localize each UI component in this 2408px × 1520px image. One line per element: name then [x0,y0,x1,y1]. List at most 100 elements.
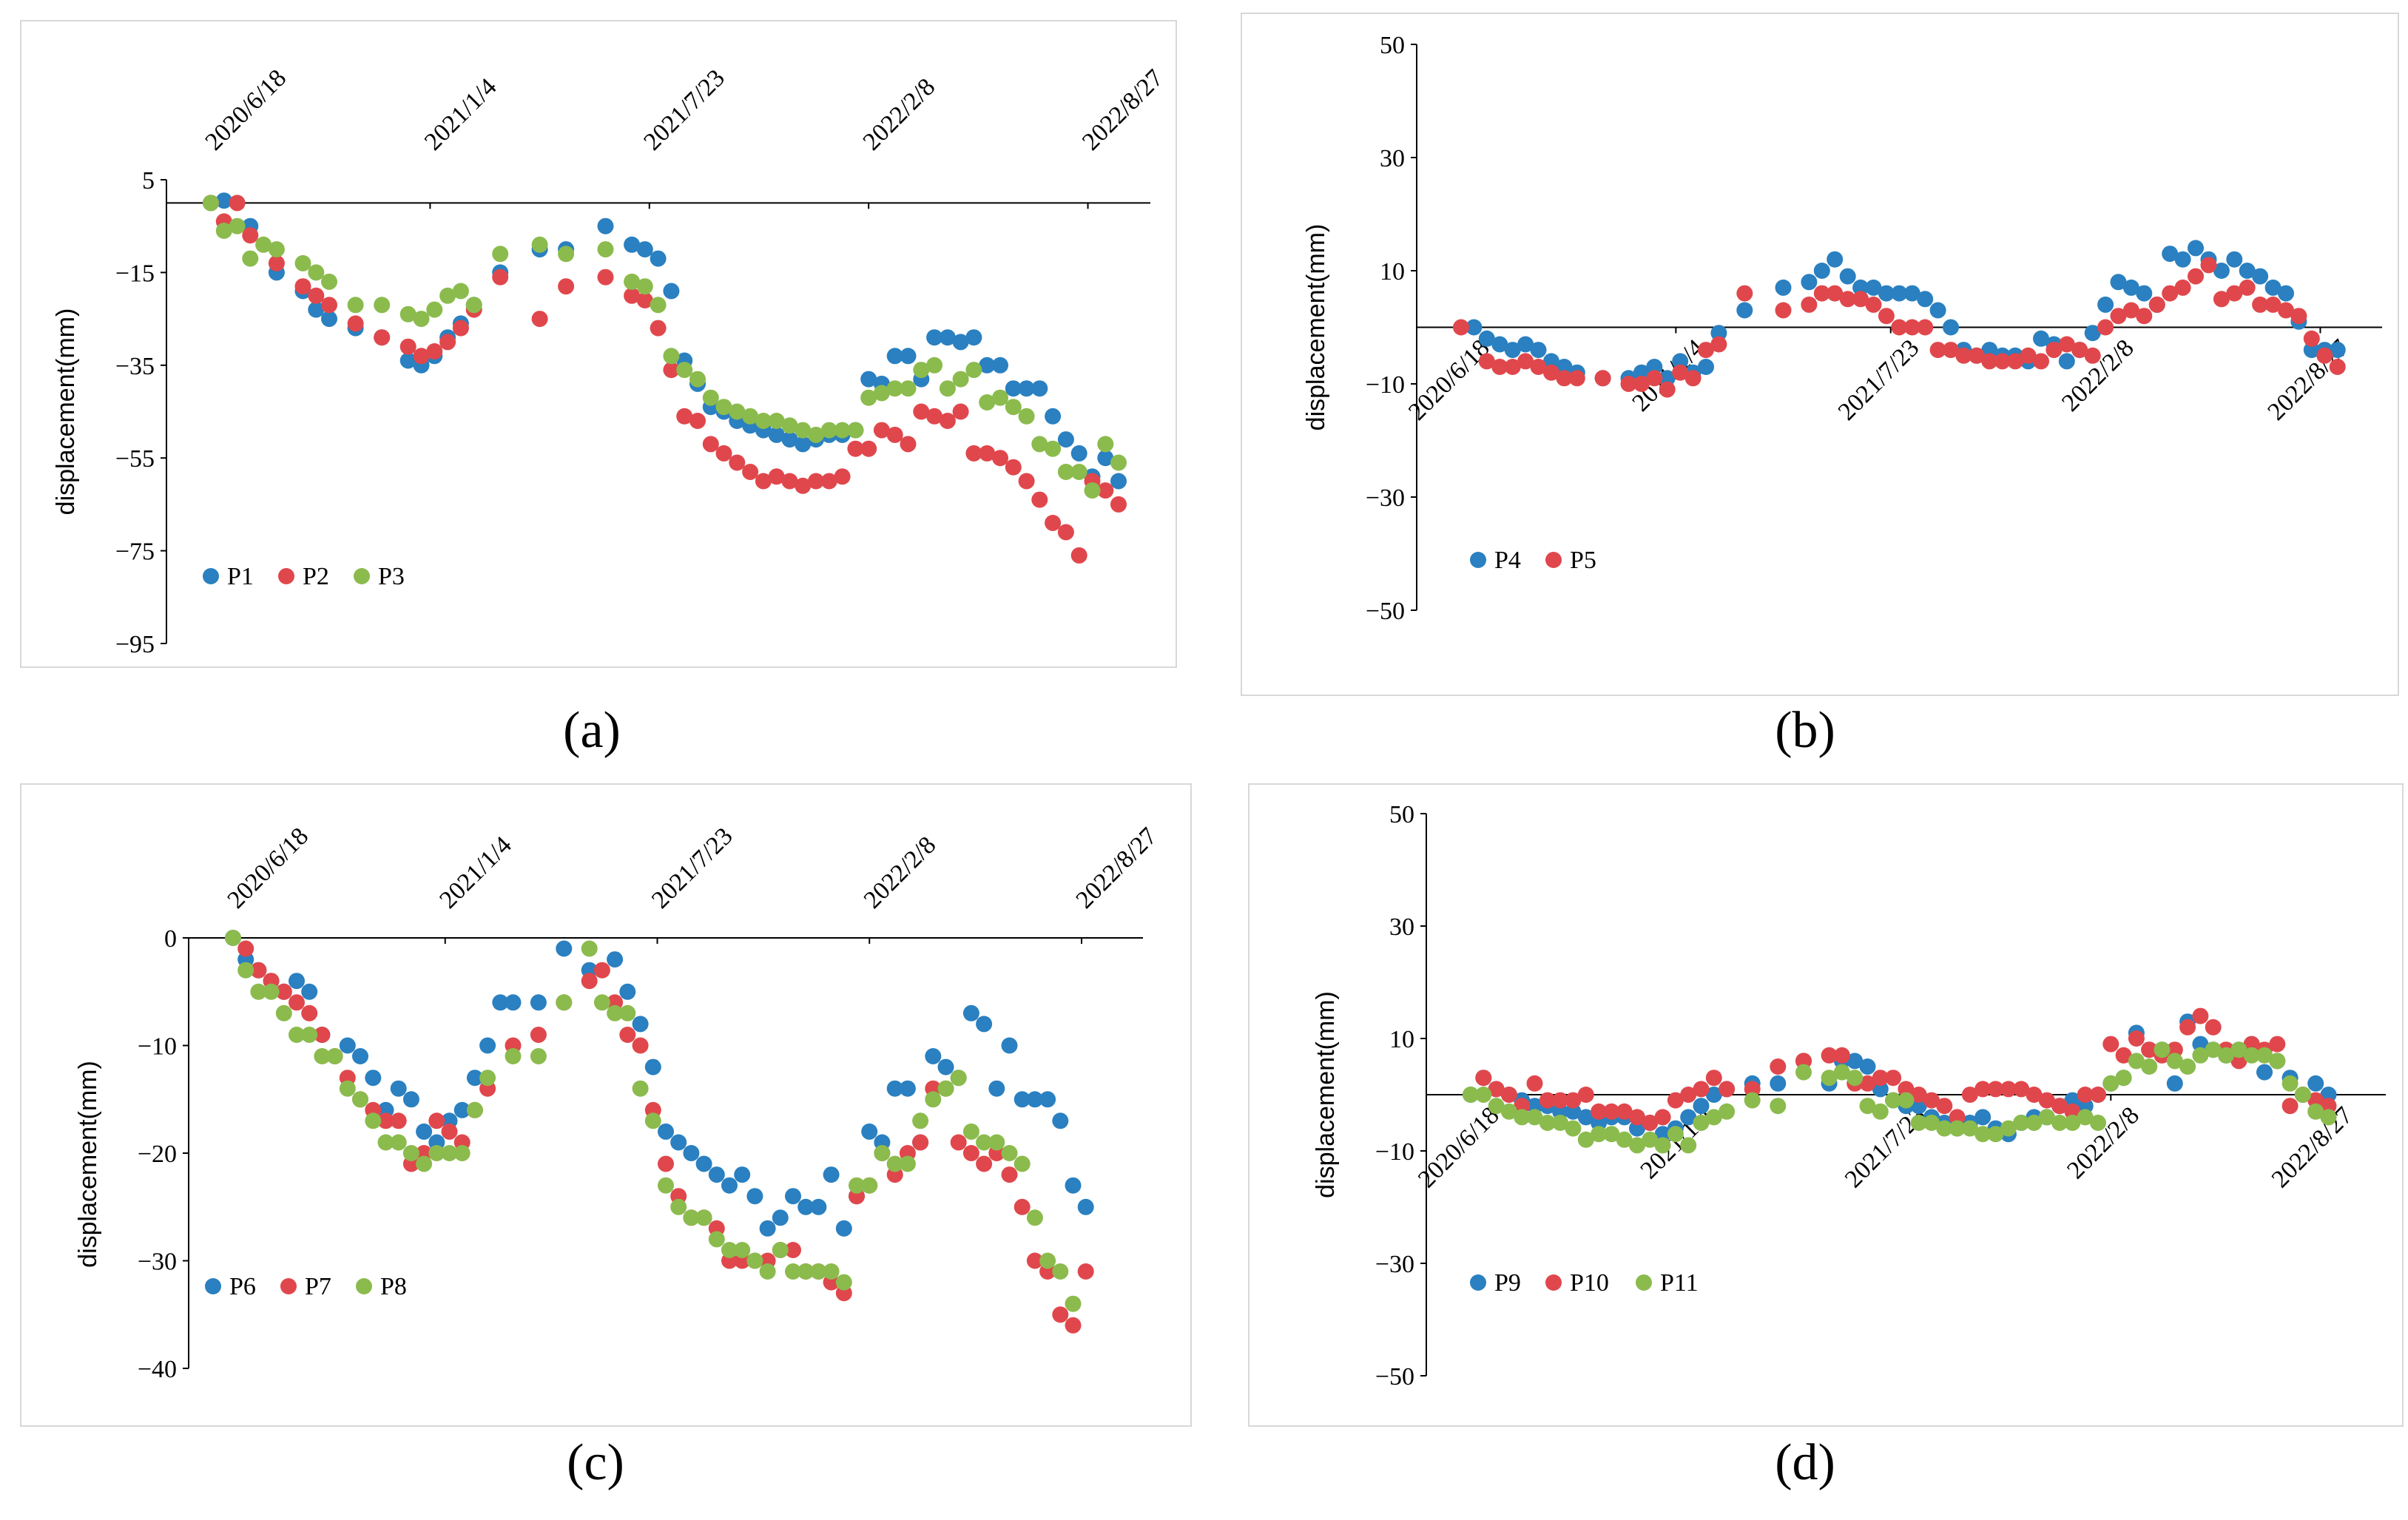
data-point-P8 [237,962,254,979]
data-point-P5 [1672,364,1689,381]
data-point-P1 [399,352,416,369]
legend-label-P8: P8 [380,1273,407,1300]
y-tick-label: −50 [1375,1363,1414,1391]
data-point-P11 [2077,1109,2094,1126]
panel-caption-b: (b) [1775,702,1835,759]
data-point-P9 [1577,1109,1594,1126]
data-point-P8 [416,1155,433,1172]
data-point-P8 [886,1155,903,1172]
data-point-P11 [1847,1070,1864,1087]
data-point-P3 [215,223,232,239]
legend-marker-P10 [1545,1274,1562,1291]
data-point-P5 [2122,302,2139,319]
data-point-P3 [860,389,877,406]
data-point-P8 [861,1177,878,1194]
legend-marker-P3 [354,568,370,584]
data-point-P10 [2179,1019,2196,1036]
data-point-P11 [2256,1047,2273,1064]
data-point-P11 [1719,1103,1736,1120]
data-point-P8 [734,1242,751,1258]
data-point-P11 [2320,1109,2337,1126]
data-point-P2 [242,227,259,244]
data-point-P5 [1698,342,1714,359]
data-point-P10 [2281,1098,2299,1115]
data-point-P10 [1616,1103,1633,1120]
data-point-P10 [1872,1070,1889,1087]
data-point-P2 [781,473,798,490]
data-point-P2 [979,445,996,462]
x-tick-label: 2022/8/27 [1077,64,1169,156]
data-point-P5 [2097,319,2114,336]
data-point-P1 [663,283,680,300]
data-point-P8 [835,1274,852,1291]
data-point-P11 [1475,1087,1492,1103]
data-point-P5 [2303,330,2320,347]
y-tick-label: −10 [138,1033,177,1061]
data-point-P8 [365,1112,382,1129]
data-point-P10 [1514,1098,1531,1115]
data-point-P2 [1070,547,1087,564]
panel-caption-a: (a) [563,702,621,759]
data-point-P3 [1097,436,1114,453]
x-tick-label: 2022/2/8 [859,831,942,914]
data-point-P5 [2290,308,2307,325]
data-point-P5 [2058,336,2075,353]
data-point-P3 [715,399,732,416]
data-point-P8 [1065,1295,1082,1312]
data-point-P8 [925,1091,942,1108]
data-point-P10 [1987,1081,2004,1098]
data-point-P5 [1981,353,1998,370]
data-point-P2 [452,320,469,337]
data-point-P1 [1057,431,1074,448]
data-point-P11 [2141,1058,2158,1075]
data-point-P5 [1478,353,1495,370]
data-point-P7 [1014,1198,1031,1215]
data-point-P2 [1018,473,1035,490]
data-point-P5 [1955,347,1972,364]
data-point-P11 [2064,1115,2081,1131]
data-point-P6 [1026,1091,1043,1108]
data-point-P8 [479,1070,496,1087]
data-point-P5 [2174,279,2191,296]
data-point-P11 [2013,1115,2030,1131]
data-point-P8 [1014,1155,1031,1172]
data-point-P11 [2218,1047,2235,1064]
data-point-P1 [215,192,232,209]
data-point-P7 [976,1155,993,1172]
data-point-P2 [702,436,719,453]
data-point-P10 [1475,1070,1492,1087]
legend-label-P11: P11 [1660,1269,1699,1297]
data-point-P3 [913,362,930,379]
data-point-P4 [1865,279,1882,296]
legend-label-P2: P2 [303,563,329,590]
data-point-P2 [268,254,285,271]
data-point-P9 [1859,1058,1876,1075]
data-point-P2 [886,426,903,443]
data-point-P9 [1591,1115,1608,1131]
data-point-P5 [2020,347,2037,364]
data-point-P8 [670,1198,687,1215]
legend-marker-P6 [205,1278,221,1294]
data-point-P3 [795,422,812,439]
data-point-P5 [1943,342,1959,359]
data-point-P3 [1045,440,1062,457]
legend-marker-P2 [278,568,294,584]
data-point-P5 [1929,342,1946,359]
data-point-P6 [988,1080,1005,1097]
data-point-P2 [873,422,890,439]
data-point-P2 [847,440,864,457]
data-point-P10 [2000,1081,2017,1098]
data-point-P1 [1045,408,1062,425]
data-point-P3 [1018,408,1035,425]
data-point-P8 [632,1080,649,1097]
data-point-P2 [729,454,746,471]
data-point-P2 [321,297,337,314]
data-point-P3 [847,422,864,439]
data-point-P10 [2090,1087,2106,1103]
data-point-P4 [2136,285,2153,302]
data-point-P10 [2077,1087,2094,1103]
data-point-P11 [1770,1098,1787,1115]
data-point-P10 [1500,1087,1517,1103]
data-point-P6 [466,1070,483,1087]
series-P1 [203,192,1127,490]
